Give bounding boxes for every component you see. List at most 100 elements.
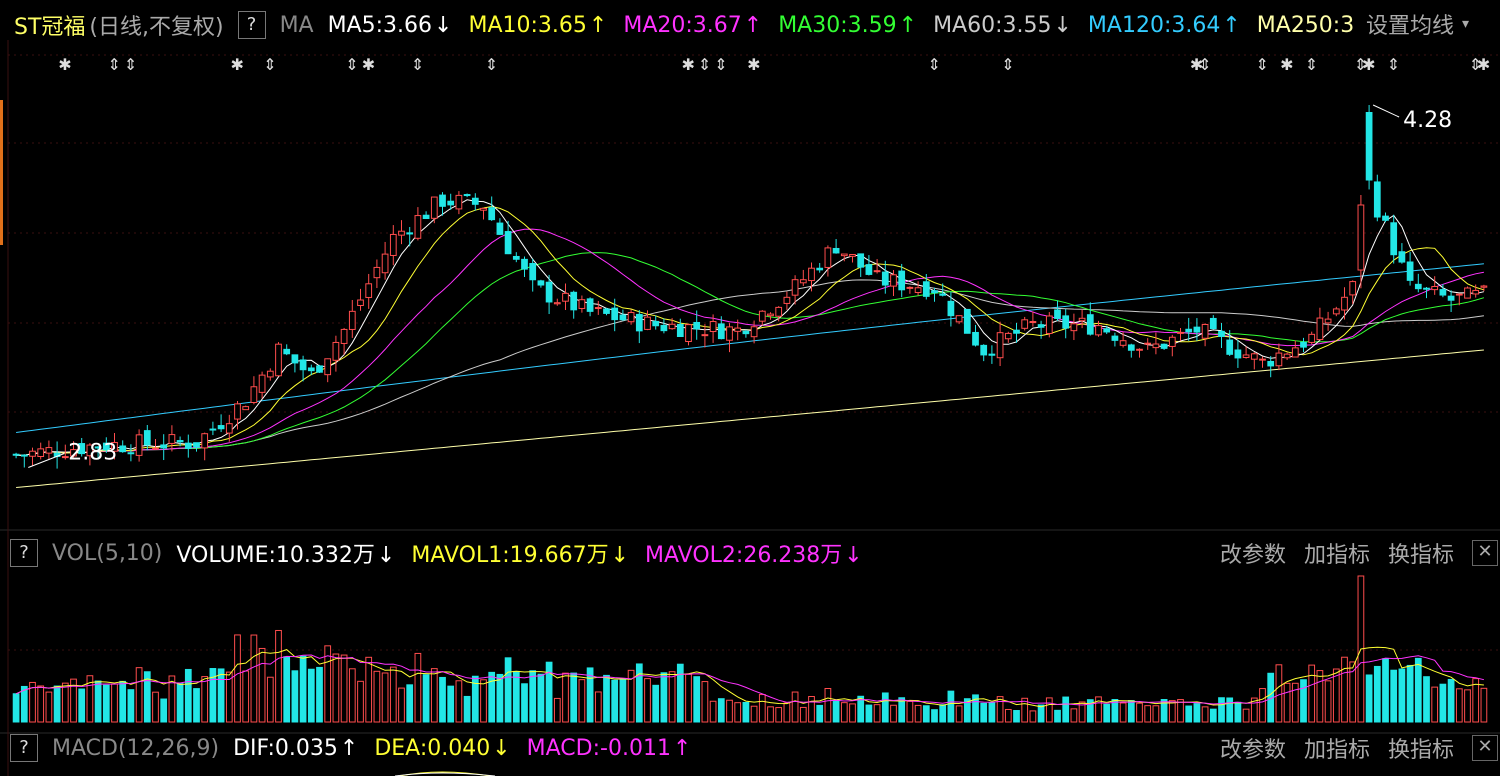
volume-bar (791, 691, 799, 723)
volume-bar (799, 706, 807, 723)
candle-body (1054, 309, 1061, 319)
volume-bar (1086, 699, 1094, 723)
volume-bar (914, 704, 922, 723)
volume-bar (906, 700, 914, 723)
candle-body (1193, 326, 1201, 333)
volume-bar (717, 698, 725, 723)
volume-bar (644, 678, 651, 723)
vol-change-params-button[interactable]: 改参数 (1219, 543, 1286, 568)
volume-bar (726, 699, 733, 723)
macd-lines (394, 771, 496, 776)
candle-body (824, 247, 832, 268)
volume-bar (1423, 676, 1430, 723)
volume-bar (750, 705, 758, 723)
candle-body (693, 321, 701, 330)
volume-bar (545, 661, 553, 723)
volume-bar (61, 682, 69, 723)
volume-bar (619, 678, 627, 723)
candle-body (94, 446, 102, 449)
candle-body (775, 306, 783, 317)
volume-bar (947, 690, 955, 723)
event-marker-icon: ✱ (58, 55, 71, 74)
volume-bar (742, 701, 750, 723)
candle-body (1259, 358, 1266, 361)
volume-bar (365, 656, 373, 723)
volume-bar (111, 683, 118, 723)
volume-bar (357, 680, 364, 723)
volume-bar (1455, 688, 1463, 723)
candle-body (1365, 112, 1373, 181)
candle-body (1349, 281, 1357, 296)
volume-bar (980, 702, 988, 723)
close-icon[interactable]: ✕ (1472, 735, 1498, 761)
candle-body (1398, 251, 1406, 263)
candle-body (373, 266, 381, 279)
volume-bar (988, 702, 996, 723)
candle-body (1390, 222, 1398, 256)
event-marker-icon: ✱ (1190, 55, 1203, 74)
volume-bar (1341, 656, 1348, 723)
candle-body (1218, 330, 1225, 337)
volume-bar (1300, 679, 1307, 723)
volume-bar (1234, 701, 1242, 723)
vol-add-indicator-button[interactable]: 加指标 (1303, 543, 1370, 568)
candle-body (717, 323, 725, 340)
candle-body (783, 296, 791, 304)
volume-bar (463, 695, 471, 723)
volume-bar (1152, 705, 1160, 723)
volume-bar (898, 697, 906, 723)
volume-bar (660, 672, 668, 723)
ma60-line (16, 279, 1484, 456)
volume-bar (816, 704, 824, 723)
arrow-up-icon: ↑ (743, 12, 763, 38)
candle-body (972, 331, 979, 346)
volume-bar (570, 672, 578, 723)
macd-toolbar: 改参数 加指标 换指标 ✕ (1202, 733, 1500, 763)
grid-lines (0, 40, 1500, 776)
help-icon[interactable]: ? (10, 734, 38, 762)
macd-switch-indicator-button[interactable]: 换指标 (1387, 738, 1454, 763)
volume-bar (603, 674, 610, 723)
volume-bar (1095, 696, 1102, 723)
candle-body (1316, 317, 1324, 341)
macd-values: DIF:0.035↑ DEA:0.040↓ MACD:-0.011↑ (233, 736, 707, 761)
candle-body (316, 365, 323, 373)
candle-body (1242, 354, 1250, 358)
vol-switch-indicator-button[interactable]: 换指标 (1387, 543, 1454, 568)
macd-add-indicator-button[interactable]: 加指标 (1303, 738, 1370, 763)
candle-body (1373, 181, 1381, 218)
indicator-name[interactable]: MA (279, 12, 314, 38)
event-marker-icon: ⇕ (411, 55, 424, 74)
candle-body (242, 406, 250, 411)
candle-body (1004, 332, 1012, 340)
volume-bar (1390, 669, 1398, 723)
volume-bar (1078, 701, 1086, 723)
macd-change-params-button[interactable]: 改参数 (1219, 738, 1286, 763)
volume-bar (996, 696, 1004, 723)
volume-bar (504, 657, 512, 723)
candle-body (660, 324, 668, 332)
close-icon[interactable]: ✕ (1472, 540, 1498, 566)
event-marker-icon: ✱ (231, 55, 244, 74)
chevron-down-icon[interactable]: ▾ (1462, 16, 1470, 32)
candle-body (1086, 314, 1094, 335)
dea-line (399, 771, 491, 776)
candle-body (881, 271, 889, 286)
candle-body (1095, 325, 1102, 336)
arrow-up-icon: ↑ (898, 12, 918, 38)
candle-body (1300, 341, 1307, 348)
candle-body (398, 230, 405, 236)
volume-bar (668, 671, 676, 723)
help-icon[interactable]: ? (10, 539, 38, 567)
candle-body (381, 253, 389, 274)
volume-bar (1464, 689, 1471, 723)
volume-value: VOLUME:10.332万 (176, 543, 375, 568)
arrow-up-icon: ↑ (588, 12, 608, 38)
ma-settings-button[interactable]: 设置均线 (1366, 14, 1455, 39)
volume-bar (1398, 668, 1406, 723)
help-icon[interactable]: ? (237, 11, 266, 39)
candle-body (767, 313, 774, 317)
candle-body (1103, 328, 1111, 333)
ma-values: MA5:3.66↓ MA10:3.65↑ MA20:3.67↑ MA30:3.59↑ M… (328, 13, 1357, 38)
